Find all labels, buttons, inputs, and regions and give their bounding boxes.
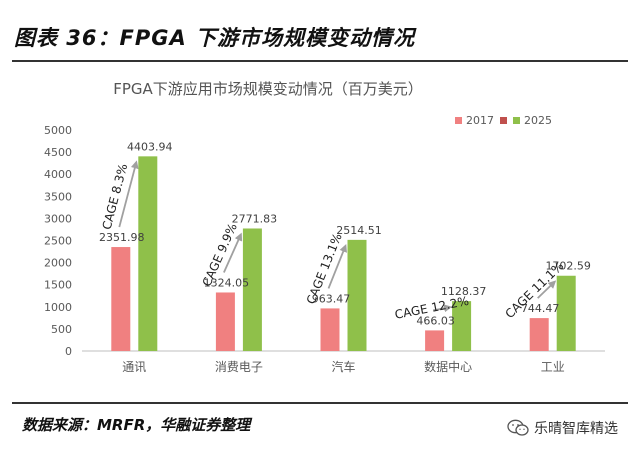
growth-arrow bbox=[118, 160, 139, 228]
growth-arrow bbox=[223, 232, 243, 273]
y-tick-label: 0 bbox=[65, 345, 72, 358]
y-tick-label: 4500 bbox=[44, 146, 72, 159]
chart-title: FPGA下游应用市场规模变动情况（百万美元） bbox=[113, 80, 423, 98]
y-tick-label: 4000 bbox=[44, 168, 72, 181]
bar-2025 bbox=[452, 301, 472, 351]
x-category-label: 数据中心 bbox=[424, 359, 472, 374]
y-tick-label: 1500 bbox=[44, 279, 72, 292]
data-label-2025: 1702.59 bbox=[545, 260, 591, 273]
chart-area: FPGA下游应用市场规模变动情况（百万美元） 2017 2025 0 500 1000… bbox=[0, 62, 640, 400]
bar-2025 bbox=[242, 228, 262, 351]
y-tick-label: 3000 bbox=[44, 212, 72, 225]
watermark-text: 乐晴智库精选 bbox=[534, 421, 618, 437]
bar-2017 bbox=[529, 318, 549, 351]
legend-label-2025: 2025 bbox=[524, 114, 552, 127]
x-category-label: 工业 bbox=[541, 360, 565, 374]
legend-swatch-2017 bbox=[455, 117, 462, 124]
growth-arrow bbox=[327, 244, 347, 289]
data-label-2017: 2351.98 bbox=[99, 231, 145, 244]
data-label-2017: 963.47 bbox=[312, 292, 351, 305]
top-divider bbox=[12, 60, 628, 62]
bar-2017 bbox=[111, 247, 131, 351]
y-tick-label: 2500 bbox=[44, 235, 72, 248]
data-label-2025: 4403.94 bbox=[127, 140, 173, 153]
y-tick-label: 500 bbox=[51, 323, 72, 336]
bar-2017 bbox=[425, 330, 445, 351]
data-label-2025: 2514.51 bbox=[336, 224, 382, 237]
data-label-2025: 1128.37 bbox=[441, 285, 487, 298]
cagr-annotation: CAGE 8.3% bbox=[100, 162, 131, 231]
y-tick-label: 1000 bbox=[44, 301, 72, 314]
y-tick-label: 5000 bbox=[44, 124, 72, 137]
bar-2025 bbox=[138, 156, 158, 351]
bar-2017 bbox=[215, 292, 235, 351]
bottom-divider bbox=[12, 402, 628, 404]
data-label-2025: 2771.83 bbox=[232, 212, 278, 225]
y-tick-label: 3500 bbox=[44, 190, 72, 203]
growth-arrow bbox=[537, 280, 557, 299]
legend-swatch-2025-dark bbox=[500, 117, 507, 124]
growth-arrow bbox=[432, 304, 453, 313]
x-category-label: 消费电子 bbox=[215, 360, 263, 374]
y-tick-label: 2000 bbox=[44, 257, 72, 270]
data-label-2017: 466.03 bbox=[416, 314, 455, 327]
bars-group: 2351.98 4403.94 1324.05 2771.83 963.47 2514.5… bbox=[99, 140, 591, 351]
bar-2017 bbox=[320, 308, 340, 351]
data-label-2017: 744.47 bbox=[521, 302, 560, 315]
x-category-label: 汽车 bbox=[331, 359, 355, 374]
legend-label-2017: 2017 bbox=[466, 114, 494, 127]
bar-2025 bbox=[347, 239, 367, 351]
watermark: 乐晴智库精选 bbox=[507, 418, 618, 438]
bar-chart: FPGA下游应用市场规模变动情况（百万美元） 2017 2025 0 500 1000… bbox=[44, 80, 605, 374]
bar-2025 bbox=[556, 275, 576, 351]
legend-swatch-2025 bbox=[513, 117, 520, 124]
x-axis: 通讯 消费电子 汽车 数据中心 工业 bbox=[122, 359, 564, 374]
data-label-2017: 1324.05 bbox=[204, 276, 250, 289]
y-axis: 0 500 1000 1500 2000 2500 3000 3500 4000 4500 5000 bbox=[44, 124, 72, 358]
x-category-label: 通讯 bbox=[122, 360, 146, 374]
source-note: 数据来源：MRFR，华融证券整理 bbox=[22, 416, 251, 434]
figure-title: 图表 36：FPGA 下游市场规模变动情况 bbox=[14, 26, 416, 50]
wechat-icon bbox=[507, 419, 529, 436]
chart-legend: 2017 2025 bbox=[455, 114, 552, 127]
